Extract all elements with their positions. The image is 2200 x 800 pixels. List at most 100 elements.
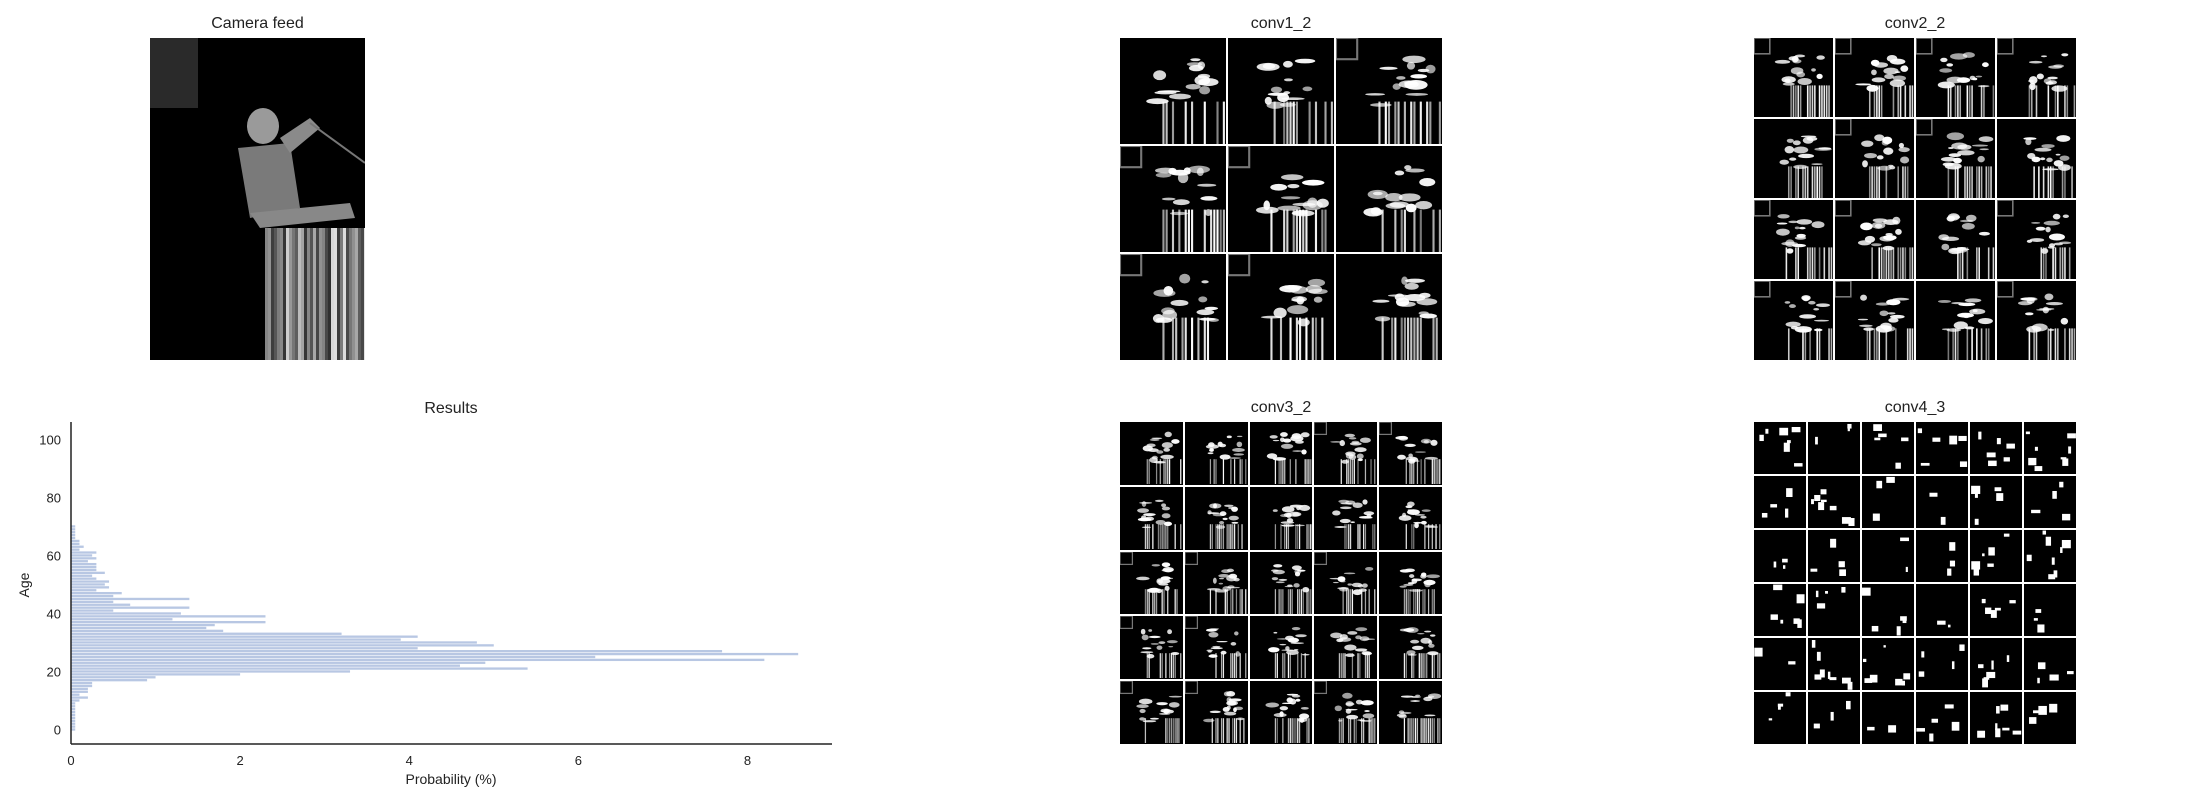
camera-streak xyxy=(340,228,343,360)
x-tick-label: 4 xyxy=(406,753,413,768)
feature-map-tile xyxy=(1916,476,1968,528)
bar xyxy=(71,539,80,543)
camera-streak xyxy=(265,228,268,360)
bar xyxy=(71,728,76,731)
feature-map-tile xyxy=(1997,119,2076,198)
camera-streak xyxy=(304,228,307,360)
bar xyxy=(71,655,596,659)
bar xyxy=(71,638,401,641)
bar xyxy=(71,652,799,656)
camera-streak xyxy=(289,228,292,360)
feature-map-tile xyxy=(1228,146,1334,252)
conv2-title: conv2_2 xyxy=(1884,15,1946,32)
bar xyxy=(71,635,418,638)
feature-map-tile xyxy=(1184,486,1248,550)
bar xyxy=(71,670,351,673)
conv4-title: conv4_3 xyxy=(1884,399,1946,416)
feature-map-tile xyxy=(1120,422,1183,485)
camera-streak xyxy=(343,228,346,360)
feature-map-tile xyxy=(1916,638,1968,690)
feature-map-tile xyxy=(2024,584,2076,636)
camera-streak xyxy=(286,228,289,360)
y-axis-label: Age xyxy=(16,572,32,597)
bar xyxy=(71,548,80,551)
feature-map-tile xyxy=(1249,422,1313,485)
feature-map-tile xyxy=(2024,638,2076,690)
bar xyxy=(71,583,105,586)
feature-map-tile xyxy=(1249,486,1313,550)
conv3-title: conv3_2 xyxy=(1250,399,1312,416)
feature-map-tile xyxy=(1916,692,1968,744)
camera-streak xyxy=(271,228,274,360)
bar xyxy=(71,684,93,688)
bar xyxy=(71,713,76,717)
feature-map-tile xyxy=(1336,38,1442,144)
camera-streak xyxy=(280,228,283,360)
feature-map-tile xyxy=(1862,422,1914,474)
bar xyxy=(71,696,88,699)
bar xyxy=(71,554,93,557)
bar xyxy=(71,591,122,595)
feature-map-tile xyxy=(2024,422,2076,474)
bar xyxy=(71,528,76,531)
camera-streak xyxy=(334,228,337,360)
bar xyxy=(71,580,110,583)
feature-map-tile xyxy=(1228,38,1334,144)
bar xyxy=(71,577,97,580)
camera-streak xyxy=(331,228,334,360)
bar xyxy=(71,647,418,650)
bar xyxy=(71,719,76,722)
camera-streak xyxy=(295,228,298,360)
feature-map-tile xyxy=(1997,38,2076,117)
feature-map-tile xyxy=(1754,38,1833,117)
feature-map-tile xyxy=(1808,476,1860,528)
feature-map-tile xyxy=(1997,200,2076,279)
y-tick-label: 0 xyxy=(54,722,61,737)
feature-map-tile xyxy=(1916,584,1968,636)
bar xyxy=(71,632,342,635)
camera-streak xyxy=(364,228,365,360)
camera-streak xyxy=(325,228,328,360)
bar xyxy=(71,690,88,693)
feature-map-tile xyxy=(1808,584,1860,636)
camera-streak xyxy=(322,228,325,360)
feature-map-tile xyxy=(1808,638,1860,690)
feature-map-tile xyxy=(1997,281,2076,360)
bar xyxy=(71,531,76,534)
x-tick-label: 0 xyxy=(67,753,74,768)
feature-map-tile xyxy=(1916,530,1968,582)
feature-map-tile xyxy=(1862,584,1914,636)
feature-map-tile xyxy=(1379,486,1442,550)
feature-map-tile xyxy=(1916,119,1995,198)
bar xyxy=(71,568,97,572)
chart-title: Results xyxy=(424,400,477,417)
y-tick-label: 60 xyxy=(47,548,61,563)
feature-map-tile xyxy=(1970,476,2022,528)
feature-map-tile xyxy=(1120,254,1226,360)
bar xyxy=(71,687,88,691)
bar xyxy=(71,565,97,569)
feature-map-tile xyxy=(1916,422,1968,474)
conv4-feature-grid xyxy=(1754,422,2076,744)
feature-map-tile xyxy=(1754,638,1806,690)
feature-map-tile xyxy=(1970,530,2022,582)
feature-map-tile xyxy=(1862,530,1914,582)
conv2-feature-grid xyxy=(1754,38,2076,360)
feature-map-tile xyxy=(1754,584,1806,636)
bar xyxy=(71,562,97,566)
conv3-feature-grid xyxy=(1120,422,1442,744)
feature-map-tile xyxy=(1916,38,1995,117)
feature-map-tile xyxy=(1970,584,2022,636)
bar xyxy=(71,716,76,720)
bar xyxy=(71,542,80,545)
feature-map-tile xyxy=(1916,200,1995,279)
feature-map-tile xyxy=(1184,681,1248,744)
feature-map-tile xyxy=(1970,422,2022,474)
bar xyxy=(71,560,88,563)
camera-streak xyxy=(301,228,304,360)
bar xyxy=(71,612,181,615)
bar xyxy=(71,722,76,725)
bar xyxy=(71,725,76,728)
results-chart: Results Probability (%) Age 020406080100… xyxy=(16,400,832,787)
camera-streak xyxy=(268,228,271,360)
